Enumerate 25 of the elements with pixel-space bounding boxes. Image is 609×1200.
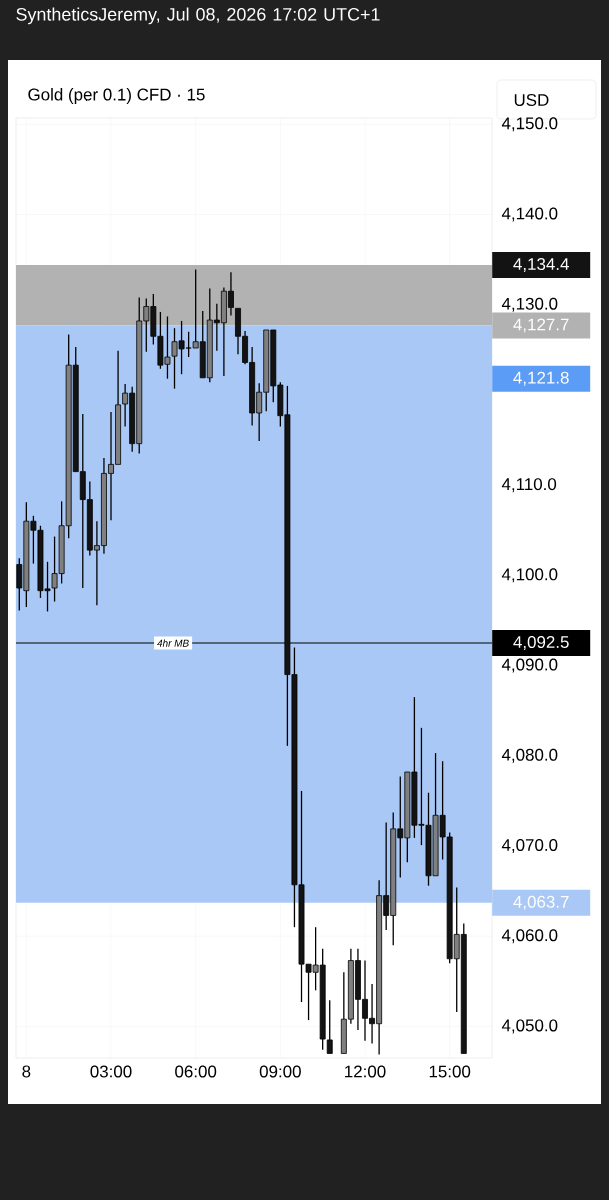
ref-line-label: 4hr MB — [157, 639, 189, 647]
y-tick-label: 4,080.0 — [501, 748, 558, 763]
y-tick-label: 4,130.0 — [501, 297, 558, 312]
y-tick-label: 4,050.0 — [501, 1019, 558, 1034]
y-axis-title: USD — [514, 94, 549, 106]
x-tick-label: 03:00 — [90, 1065, 132, 1078]
chart-subtitle: SyntheticsJeremy, Jul 08, 2026 17:02 UTC+1 — [16, 7, 380, 25]
annotation: 4,121.8 — [513, 371, 569, 386]
annotation: 4,127.7 — [513, 318, 569, 333]
y-tick-label: 4,100.0 — [501, 568, 558, 583]
annotation: 4,092.5 — [513, 636, 569, 651]
x-tick-label: 15:00 — [429, 1065, 471, 1078]
y-tick-label: 4,060.0 — [501, 929, 558, 944]
y-tick-label: 4,140.0 — [501, 207, 558, 222]
x-tick-label: 06:00 — [175, 1065, 217, 1078]
y-tick-label: 4,070.0 — [501, 838, 558, 853]
y-tick-label: 4,150.0 — [501, 117, 558, 132]
x-tick-label: 12:00 — [345, 1065, 386, 1078]
x-tick-label: 09:00 — [259, 1065, 301, 1078]
annotation: 4,063.7 — [513, 895, 569, 910]
y-tick-label: 4,090.0 — [501, 658, 558, 673]
y-tick-label: 4,110.0 — [501, 478, 557, 493]
chart-title: Gold (per 0.1) CFD · 15 — [28, 88, 205, 104]
x-tick-label: 8 — [22, 1065, 31, 1078]
annotation: 4,134.4 — [513, 258, 569, 273]
